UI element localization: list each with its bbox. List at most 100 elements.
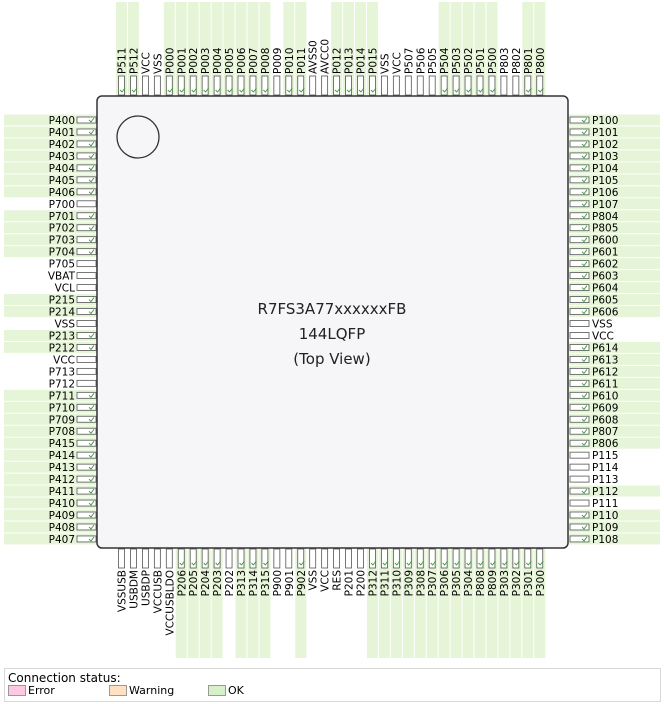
pin-connector xyxy=(476,75,484,96)
legend-swatch-ok xyxy=(208,685,226,696)
pin-row-highlight xyxy=(568,282,660,294)
chip-package: 144LQFP xyxy=(299,325,365,343)
pin-column-highlight xyxy=(187,548,199,658)
ok-check-icon xyxy=(298,87,305,93)
pin-connector xyxy=(569,116,590,124)
pin-connector xyxy=(76,344,97,351)
pin-connector xyxy=(428,548,436,569)
pin-label: P414 xyxy=(49,450,76,462)
pin-row-highlight xyxy=(568,377,660,389)
chip-body xyxy=(96,95,569,549)
pin-label: USBDP xyxy=(140,570,152,606)
pin-row-highlight xyxy=(4,401,97,413)
ok-check-icon xyxy=(88,249,95,255)
pin-label: P009 xyxy=(272,48,284,74)
pin-column-highlight xyxy=(235,2,247,96)
pin-label: P105 xyxy=(592,175,618,187)
ok-check-icon xyxy=(191,560,198,566)
pin-connector xyxy=(404,548,412,569)
pin-connector xyxy=(130,548,137,569)
pin-label: VSS xyxy=(54,318,75,330)
pin-label: VCC xyxy=(320,570,332,592)
pin-connector xyxy=(569,391,590,399)
chip-part-number: R7FS3A77xxxxxxFB xyxy=(258,300,407,318)
pin-connector xyxy=(569,272,590,280)
ok-check-icon xyxy=(581,273,588,279)
pin-connector xyxy=(76,116,97,124)
pin-connector xyxy=(201,548,209,569)
pin-connector xyxy=(569,320,590,327)
ok-check-icon xyxy=(251,87,257,93)
legend-panel: Connection status: Error Warning OK xyxy=(4,668,661,702)
pin-row-highlight xyxy=(568,114,660,126)
pin-label: VCC xyxy=(391,52,403,74)
pin-connector xyxy=(225,75,233,96)
chip-view-label: (Top View) xyxy=(293,350,370,368)
ok-check-icon xyxy=(581,249,588,255)
pin-label: P301 xyxy=(523,570,535,596)
pin-label: P202 xyxy=(224,570,236,596)
pin-row-highlight xyxy=(568,222,660,234)
pin-connector xyxy=(285,548,293,569)
ok-check-icon xyxy=(263,560,269,566)
pin-label: P713 xyxy=(49,366,75,378)
pin-row-highlight xyxy=(568,294,660,306)
pin-label: P900 xyxy=(272,570,284,596)
ok-check-icon xyxy=(88,117,95,123)
pin-connector xyxy=(76,439,97,447)
pin-connector xyxy=(452,548,460,569)
pin-label: P306 xyxy=(439,570,451,597)
pin-label: P204 xyxy=(200,570,212,597)
ok-check-icon xyxy=(88,512,95,518)
pin-connector xyxy=(76,391,97,399)
pin-label: P610 xyxy=(592,390,618,402)
pin-connector xyxy=(165,75,173,96)
pin-row-highlight xyxy=(4,497,97,509)
pin-connector xyxy=(569,188,590,196)
ok-check-icon xyxy=(581,357,588,363)
legend-label-error: Error xyxy=(28,684,55,697)
pin-label: VSS xyxy=(308,570,320,591)
pin-connector xyxy=(569,511,590,519)
pin-connector xyxy=(76,164,97,172)
pin-label: P201 xyxy=(344,570,356,596)
ok-check-icon xyxy=(581,213,588,219)
pin-connector xyxy=(189,75,197,96)
pin-row-highlight xyxy=(4,533,97,545)
ok-check-icon xyxy=(88,500,95,506)
pin-label: P503 xyxy=(451,48,463,74)
pin-connector xyxy=(512,548,520,569)
ok-check-icon xyxy=(581,309,588,315)
pin-row-highlight xyxy=(4,222,97,234)
pin-label: P315 xyxy=(260,570,272,596)
pin-row-highlight xyxy=(4,425,97,437)
pin-column-highlight xyxy=(211,2,223,96)
pin-connector xyxy=(380,548,388,569)
pin-connector xyxy=(249,75,257,96)
ok-check-icon xyxy=(581,297,588,303)
pin-label: P803 xyxy=(499,48,511,74)
ok-check-icon xyxy=(478,560,484,566)
pin-label: P809 xyxy=(487,570,499,596)
pin-label: P604 xyxy=(592,283,619,295)
ok-check-icon xyxy=(581,201,588,207)
ok-check-icon xyxy=(502,560,508,566)
pin-label: P305 xyxy=(451,570,463,596)
pin-row-highlight xyxy=(568,234,660,246)
pin-label: P200 xyxy=(356,570,368,596)
pin-connector xyxy=(569,535,590,543)
pin-connector xyxy=(261,75,269,96)
ok-check-icon xyxy=(88,153,95,159)
pin-label: P111 xyxy=(592,498,618,510)
pin-connector xyxy=(76,535,97,543)
ok-check-icon xyxy=(88,393,95,398)
pin-label: P302 xyxy=(511,570,523,596)
pin-label: P802 xyxy=(511,48,523,74)
pin-connector xyxy=(76,415,97,423)
pin-connector xyxy=(273,548,281,569)
pin-row-highlight xyxy=(4,389,97,401)
ok-check-icon xyxy=(466,87,472,93)
pin-row-highlight xyxy=(4,234,97,246)
pin-row-highlight xyxy=(568,150,660,162)
pin-label: VCL xyxy=(55,283,76,295)
